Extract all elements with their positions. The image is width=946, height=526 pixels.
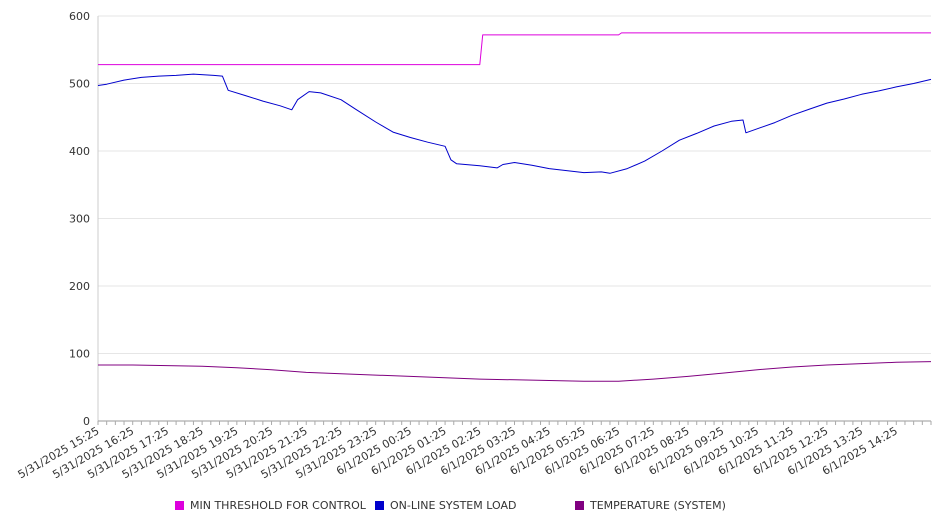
series-line-0 (98, 32, 931, 66)
y-axis-ticks: 0 100 200 300 400 500 600 (69, 10, 90, 428)
legend-swatch (175, 501, 184, 510)
series-lines (97, 32, 932, 382)
legend-label: MIN THRESHOLD FOR CONTROL (190, 499, 367, 512)
legend-label: ON-LINE SYSTEM LOAD (390, 499, 516, 512)
legend-item: TEMPERATURE (SYSTEM) (575, 499, 726, 512)
gridlines (98, 15, 931, 354)
legend-swatch (375, 501, 384, 510)
legend-item: ON-LINE SYSTEM LOAD (375, 499, 516, 512)
y-tick-label: 200 (69, 280, 90, 293)
legend: MIN THRESHOLD FOR CONTROL ON-LINE SYSTEM … (175, 499, 726, 512)
series-line-1 (97, 73, 932, 174)
y-tick-label: 100 (69, 348, 90, 361)
axes (97, 16, 932, 425)
series-line-2 (98, 361, 932, 382)
y-tick-label: 0 (83, 415, 90, 428)
legend-label: TEMPERATURE (SYSTEM) (589, 499, 726, 512)
y-tick-label: 400 (69, 145, 90, 158)
x-axis-ticks: 5/31/2025 15:255/31/2025 16:255/31/2025 … (16, 424, 900, 481)
y-tick-label: 500 (69, 78, 90, 91)
y-tick-label: 300 (69, 213, 90, 226)
legend-swatch (575, 501, 584, 510)
legend-item: MIN THRESHOLD FOR CONTROL (175, 499, 367, 512)
y-tick-label: 600 (69, 10, 90, 23)
